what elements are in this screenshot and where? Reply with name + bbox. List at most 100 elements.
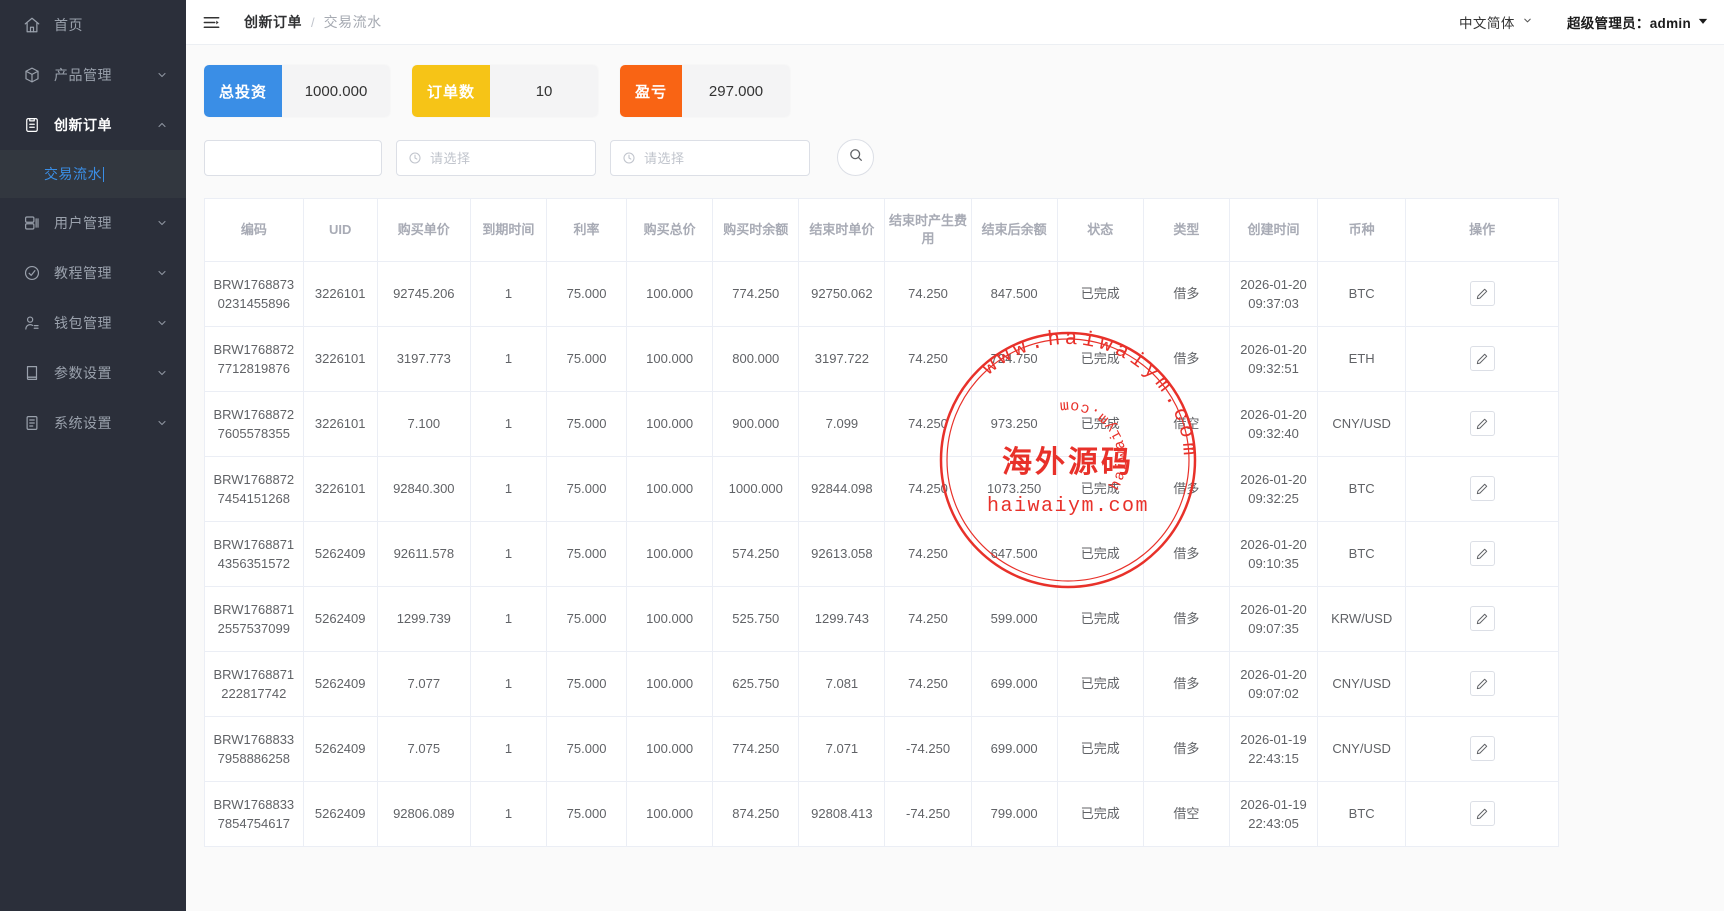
stat-card-total-investment: 总投资 1000.000 [204,65,391,117]
sidebar-item-label: 钱包管理 [54,315,112,331]
edit-icon[interactable] [1469,476,1495,501]
edit-icon[interactable] [1469,671,1495,696]
cell-buy-total: 100.000 [626,456,714,522]
filter-bar: 请选择 请选择 [186,117,1724,176]
sidebar-item-product[interactable]: 产品管理 [0,50,186,100]
cell-rate: 75.000 [546,521,628,587]
cell-balance-after: 699.000 [971,716,1058,782]
cell-buy-price: 3197.773 [377,326,471,392]
cell-expire-time: 1 [470,261,547,327]
hamburger-collapse-icon[interactable] [200,11,222,33]
cell-code: BRW1768871 222817742 [205,651,304,717]
col-header-balance-at-buy[interactable]: 购买时余额 [712,199,800,262]
cell-expire-time: 1 [470,391,547,457]
table-row[interactable]: BRW1768872 7454151268 3226101 92840.300 1 75… [205,456,1558,522]
col-header-buy-total[interactable]: 购买总价 [626,199,714,262]
col-header-uid[interactable]: UID [303,199,378,262]
cell-end-price: 92808.413 [798,781,886,847]
clock-icon [408,151,422,165]
edit-icon[interactable] [1469,281,1495,306]
cell-actions [1405,586,1558,652]
cell-end-fee: 74.250 [884,326,972,392]
sidebar-item-tutorial-management[interactable]: 教程管理 [0,248,186,298]
col-header-end-price[interactable]: 结束时单价 [798,199,886,262]
table-row[interactable]: BRW1768871 2557537099 5262409 1299.739 1 75.… [205,586,1558,652]
sidebar-item-wallet-management[interactable]: 钱包管理 [0,298,186,348]
cell-expire-time: 1 [470,521,547,587]
breadcrumb-root[interactable]: 创新订单 [244,14,302,30]
cell-type: 借多 [1143,326,1230,392]
cell-rate: 75.000 [546,391,628,457]
cell-balance-at-buy: 625.750 [712,651,800,717]
col-header-type[interactable]: 类型 [1143,199,1230,262]
table-row[interactable]: BRW1768872 7605578355 3226101 7.100 1 75.000… [205,391,1558,457]
sidebar-item-system-settings[interactable]: 系统设置 [0,398,186,448]
col-header-end-fee[interactable]: 结束时产生费用 [884,199,972,262]
user-menu[interactable]: 超级管理员：admin [1567,12,1708,32]
sidebar-item-home[interactable]: 首页 [0,0,186,50]
cell-type: 借空 [1143,781,1230,847]
sidebar-item-parameter-settings[interactable]: 参数设置 [0,348,186,398]
table-row[interactable]: BRW1768833 7958886258 5262409 7.075 1 75.000… [205,716,1558,782]
sidebar-item-innovative-orders[interactable]: 创新订单 [0,100,186,150]
cell-buy-price: 7.100 [377,391,471,457]
col-header-created-time[interactable]: 创建时间 [1229,199,1319,262]
end-date-picker[interactable]: 请选择 [610,139,810,176]
col-header-expire-time[interactable]: 到期时间 [470,199,547,262]
stat-card-label: 盈亏 [620,65,683,117]
sidebar-subitem-transaction-flow[interactable]: 交易流水 [0,150,186,198]
edit-icon[interactable] [1469,606,1495,631]
cell-rate: 75.000 [546,261,628,327]
cell-created-time: 2026-01-20 09:32:25 [1229,456,1319,522]
edit-icon[interactable] [1469,736,1495,761]
start-date-picker[interactable]: 请选择 [396,139,596,176]
sidebar-item-label: 创新订单 [54,117,112,133]
table-row[interactable]: BRW1768871 4356351572 5262409 92611.578 1 75… [205,521,1558,587]
table-row[interactable]: BRW1768873 0231455896 3226101 92745.206 1 75… [205,261,1558,327]
cell-currency: CNY/USD [1317,391,1407,457]
col-header-buy-price[interactable]: 购买单价 [377,199,471,262]
cell-rate: 75.000 [546,781,628,847]
col-header-balance-after[interactable]: 结束后余额 [971,199,1058,262]
cell-end-price: 92750.062 [798,261,886,327]
user-wallet-icon [22,313,42,333]
table-row[interactable]: BRW1768871 222817742 5262409 7.077 1 75.000 1… [205,651,1558,717]
table-row[interactable]: BRW1768833 7854754617 5262409 92806.089 1 75… [205,781,1558,847]
edit-icon[interactable] [1469,801,1495,826]
cell-currency: KRW/USD [1317,586,1407,652]
chevron-down-icon [156,317,168,329]
cell-end-price: 7.099 [798,391,886,457]
cell-balance-at-buy: 774.250 [712,261,800,327]
cell-balance-after: 799.000 [971,781,1058,847]
cell-expire-time: 1 [470,326,547,392]
stat-card-row: 总投资 1000.000 订单数 10 盈亏 297.000 [186,45,1724,117]
sidebar-item-user-management[interactable]: 用户管理 [0,198,186,248]
language-selector[interactable]: 中文简体 [1459,12,1533,32]
cell-buy-total: 100.000 [626,521,714,587]
cell-actions [1405,391,1558,457]
end-date-placeholder: 请选择 [644,151,685,166]
edit-icon[interactable] [1469,346,1495,371]
col-header-code[interactable]: 编码 [205,199,304,262]
cell-type: 借多 [1143,261,1230,327]
cell-code: BRW1768833 7854754617 [205,781,304,847]
chevron-down-icon [156,267,168,279]
col-header-currency[interactable]: 币种 [1317,199,1407,262]
table-row[interactable]: BRW1768872 7712819876 3226101 3197.773 1 75.… [205,326,1558,392]
sidebar-item-label: 系统设置 [54,415,112,431]
col-header-status[interactable]: 状态 [1057,199,1144,262]
cell-currency: CNY/USD [1317,651,1407,717]
edit-icon[interactable] [1469,541,1495,566]
cell-type: 借多 [1143,716,1230,782]
cell-created-time: 2026-01-19 22:43:05 [1229,781,1319,847]
cell-balance-at-buy: 525.750 [712,586,800,652]
search-input[interactable] [205,140,381,175]
cell-buy-total: 100.000 [626,586,714,652]
cell-balance-after: 973.250 [971,391,1058,457]
cell-end-price: 1299.743 [798,586,886,652]
cell-buy-total: 100.000 [626,261,714,327]
edit-icon[interactable] [1469,411,1495,436]
col-header-rate[interactable]: 利率 [546,199,628,262]
search-button[interactable] [837,139,874,176]
check-circle-icon [22,263,42,283]
